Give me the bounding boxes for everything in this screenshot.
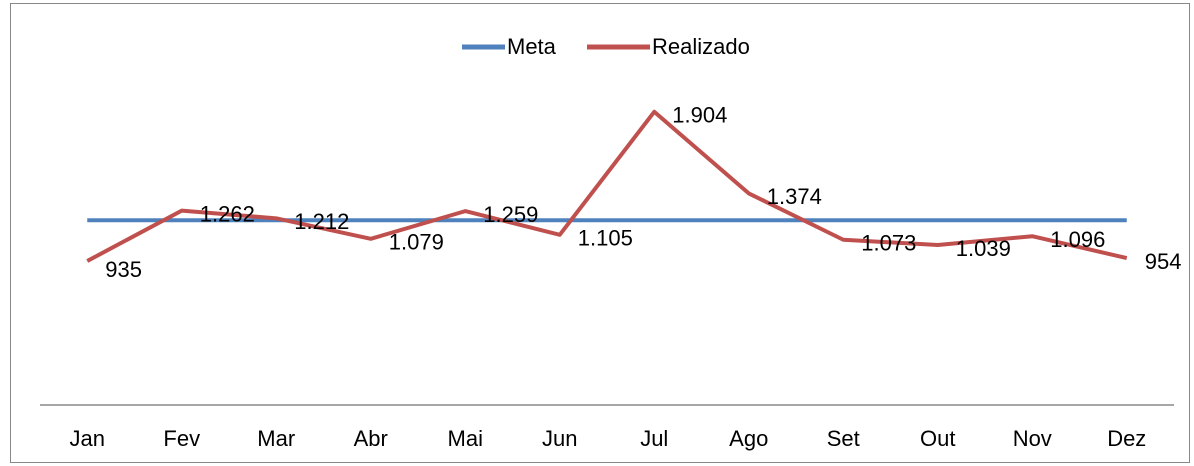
x-tick-label: Mai	[448, 426, 483, 451]
x-tick-label: Set	[827, 426, 860, 451]
data-label: 1.374	[767, 184, 822, 209]
data-label: 1.259	[483, 202, 538, 227]
data-label: 1.079	[389, 230, 444, 255]
x-tick-label: Ago	[729, 426, 768, 451]
legend-label: Meta	[507, 34, 557, 59]
x-tick-label: Nov	[1013, 426, 1052, 451]
data-label: 1.904	[672, 103, 727, 128]
x-tick-label: Fev	[163, 426, 200, 451]
data-label: 1.212	[294, 209, 349, 234]
data-label: 1.105	[578, 226, 633, 251]
x-tick-label: Dez	[1107, 426, 1146, 451]
x-tick-label: Jul	[640, 426, 668, 451]
data-label: 1.039	[956, 236, 1011, 261]
series-line	[86, 109, 1128, 263]
data-label: 1.096	[1050, 227, 1105, 252]
data-label: 954	[1145, 249, 1182, 274]
x-tick-label: Out	[920, 426, 955, 451]
x-tick-label: Jun	[542, 426, 577, 451]
data-label: 935	[105, 257, 142, 282]
x-tick-label: Jan	[70, 426, 105, 451]
legend-label: Realizado	[652, 34, 750, 59]
x-tick-label: Abr	[354, 426, 388, 451]
x-tick-label: Mar	[257, 426, 295, 451]
chart-border	[10, 3, 1190, 463]
data-label: 1.073	[861, 231, 916, 256]
data-label: 1.262	[200, 201, 255, 226]
